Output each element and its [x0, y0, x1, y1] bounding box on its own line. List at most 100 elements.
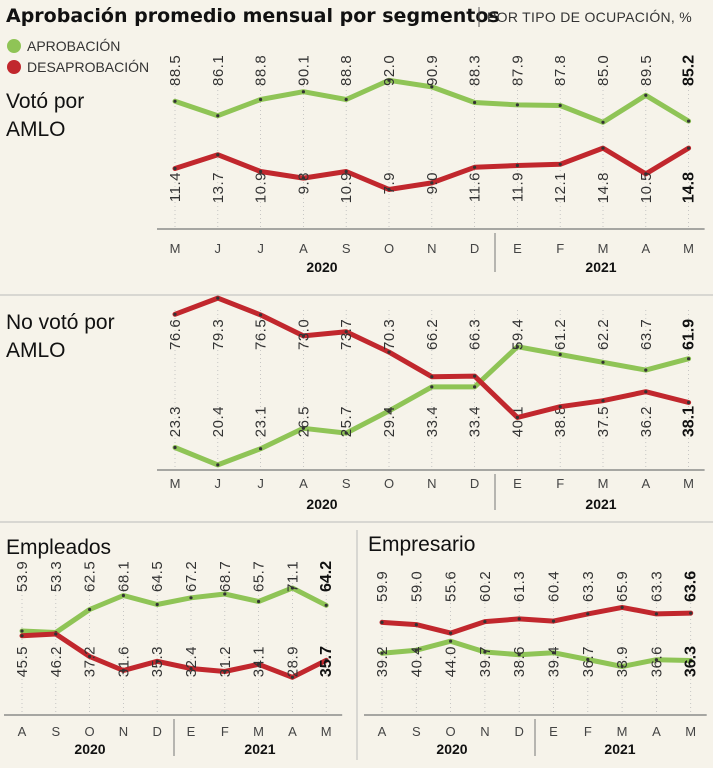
data-point — [687, 357, 691, 361]
data-label: 68.7 — [217, 561, 234, 592]
data-label: 12.1 — [552, 172, 569, 203]
data-label: 38.1 — [681, 406, 698, 437]
data-point — [515, 103, 520, 107]
x-tick-label: D — [153, 724, 162, 739]
x-tick-label: N — [427, 241, 436, 256]
data-label: 59.9 — [374, 571, 391, 602]
data-point — [324, 658, 328, 662]
data-label: 35.3 — [149, 646, 166, 677]
data-label: 53.9 — [14, 561, 31, 592]
chart-panels: Votó por AMLO M J J A S O N D E F M A M 2020 2021 88.5 86.… — [0, 55, 713, 760]
x-tick-label: M — [685, 724, 696, 739]
data-point — [414, 623, 418, 627]
x-tick-label: F — [584, 724, 592, 739]
data-label: 63.7 — [638, 319, 655, 350]
data-point — [54, 632, 58, 636]
data-point — [259, 313, 263, 317]
data-label: 68.1 — [115, 561, 132, 592]
panel-label: AMLO — [6, 118, 66, 141]
x-tick-label: A — [288, 724, 297, 739]
data-point — [387, 409, 391, 413]
x-tick-label: N — [480, 724, 489, 739]
data-point — [173, 312, 177, 316]
data-label: 38.8 — [552, 406, 569, 437]
x-tick-label: A — [641, 476, 650, 491]
data-label: 39.7 — [477, 646, 494, 677]
data-point — [689, 611, 693, 615]
x-tick-label: F — [221, 724, 229, 739]
data-point — [551, 651, 556, 655]
data-point — [515, 163, 520, 168]
data-point — [344, 169, 348, 174]
data-label: 32.4 — [183, 646, 200, 677]
data-label: 45.5 — [14, 646, 31, 677]
x-tick-label: A — [641, 241, 650, 256]
x-tick-label: S — [412, 724, 421, 739]
legend-label-approval: APROBACIÓN — [27, 38, 120, 54]
panel-label: Votó por — [6, 90, 84, 113]
data-point — [216, 114, 220, 118]
legend-swatch-approval — [7, 39, 21, 53]
x-tick-label: J — [257, 241, 264, 256]
data-point — [430, 181, 434, 185]
data-point — [344, 330, 348, 334]
data-label: 60.4 — [546, 571, 563, 602]
data-point — [483, 620, 487, 624]
panel-2: No votó por AMLO M J J A S O N D E F M A M 2020 2021 23.3… — [6, 295, 705, 512]
data-point — [654, 658, 659, 662]
data-point — [473, 385, 477, 389]
panel-label: AMLO — [6, 339, 66, 362]
x-tick-label: O — [384, 241, 394, 256]
year-label: 2020 — [74, 741, 105, 757]
data-label: 62.5 — [82, 561, 99, 592]
data-label: 87.9 — [509, 55, 526, 86]
data-label: 53.3 — [48, 561, 65, 592]
data-point — [430, 385, 434, 389]
series-line-disapproval — [19, 631, 329, 680]
year-label: 2020 — [306, 496, 337, 512]
data-point — [449, 639, 453, 643]
data-label: 10.9 — [338, 172, 355, 203]
legend-swatch-disapproval — [7, 60, 21, 74]
data-label: 38.6 — [511, 646, 528, 677]
data-point — [20, 629, 24, 633]
data-label: 65.9 — [614, 571, 631, 602]
x-tick-label: D — [470, 241, 479, 256]
data-point — [551, 619, 556, 623]
x-tick-label: M — [598, 476, 609, 491]
x-tick-label: E — [549, 724, 558, 739]
data-point — [173, 166, 177, 171]
data-point — [601, 399, 605, 403]
data-point — [558, 405, 562, 409]
data-point — [223, 669, 227, 674]
data-point — [121, 668, 125, 673]
data-point — [687, 146, 691, 150]
data-label: 36.2 — [638, 406, 655, 437]
data-point — [301, 176, 305, 180]
data-label: 10.9 — [253, 172, 270, 203]
data-point — [473, 374, 477, 378]
data-label: 59.0 — [408, 571, 425, 602]
data-point — [88, 607, 92, 612]
data-label: 25.7 — [338, 406, 355, 437]
data-label: 23.3 — [167, 406, 184, 437]
year-label: 2021 — [604, 741, 635, 757]
x-tick-label: M — [253, 724, 264, 739]
x-tick-label: N — [427, 476, 436, 491]
x-tick-label: M — [170, 476, 181, 491]
data-point — [88, 654, 92, 659]
x-tick-label: J — [215, 476, 222, 491]
data-label: 73.7 — [338, 319, 355, 350]
panel-label: Empresario — [368, 533, 475, 556]
data-point — [620, 664, 624, 669]
panel-3: Empleados A S O N D E F M A M 2020 2021 53.9 53.3 62.5 6… — [4, 536, 343, 757]
x-tick-label: D — [515, 724, 524, 739]
series-line-approval — [172, 344, 692, 468]
data-label: 88.8 — [253, 55, 270, 86]
x-tick-label: E — [513, 476, 522, 491]
data-point — [344, 97, 348, 102]
x-tick-label: O — [85, 724, 95, 739]
data-label: 61.2 — [552, 319, 569, 350]
data-label: 9.8 — [295, 172, 312, 194]
data-point — [155, 659, 159, 663]
